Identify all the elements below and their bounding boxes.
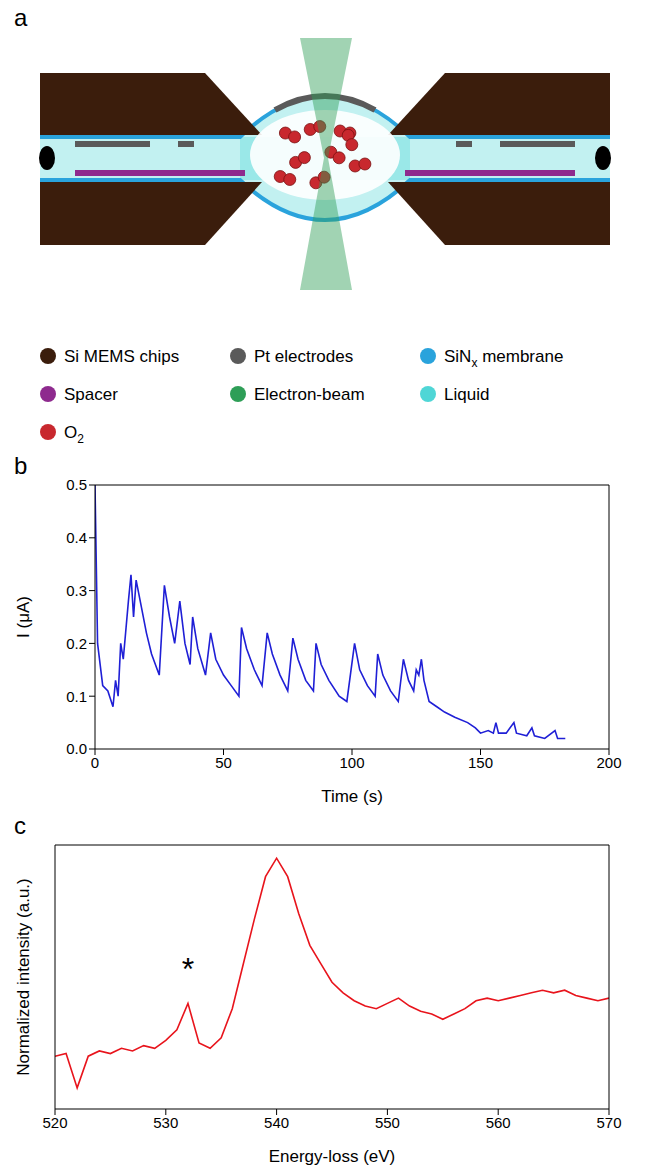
- svg-text:0.5: 0.5: [66, 476, 87, 493]
- svg-text:0.2: 0.2: [66, 635, 87, 652]
- svg-text:I (μA): I (μA): [14, 596, 33, 638]
- svg-text:570: 570: [596, 1114, 621, 1131]
- svg-text:0.4: 0.4: [66, 529, 87, 546]
- svg-text:540: 540: [264, 1114, 289, 1131]
- svg-text:Time (s): Time (s): [321, 787, 383, 806]
- svg-text:O2: O2: [64, 423, 84, 446]
- html-text:c: c: [14, 812, 26, 839]
- svg-text:150: 150: [468, 754, 493, 771]
- svg-text:520: 520: [42, 1114, 67, 1131]
- svg-text:Liquid: Liquid: [444, 385, 489, 404]
- svg-text:100: 100: [339, 754, 364, 771]
- svg-text:a: a: [14, 4, 28, 31]
- svg-text:Pt electrodes: Pt electrodes: [254, 347, 353, 366]
- svg-text:560: 560: [486, 1114, 511, 1131]
- svg-text:530: 530: [153, 1114, 178, 1131]
- html-text:b: b: [14, 452, 28, 479]
- svg-text:0.0: 0.0: [66, 740, 87, 757]
- svg-text:550: 550: [375, 1114, 400, 1131]
- svg-text:Spacer: Spacer: [64, 385, 118, 404]
- svg-text:Electron-beam: Electron-beam: [254, 385, 365, 404]
- svg-text:50: 50: [215, 754, 232, 771]
- svg-text:SiNx membrane: SiNx membrane: [444, 347, 563, 370]
- svg-text:200: 200: [596, 754, 621, 771]
- svg-text:Energy-loss (eV): Energy-loss (eV): [269, 1147, 396, 1166]
- svg-text:0.3: 0.3: [66, 582, 87, 599]
- svg-text:Normalized intensity (a.u.): Normalized intensity (a.u.): [14, 878, 33, 1075]
- svg-text:0.1: 0.1: [66, 688, 87, 705]
- svg-text:*: *: [182, 951, 194, 987]
- svg-text:Si MEMS chips: Si MEMS chips: [64, 347, 179, 366]
- svg-text:0: 0: [91, 754, 99, 771]
